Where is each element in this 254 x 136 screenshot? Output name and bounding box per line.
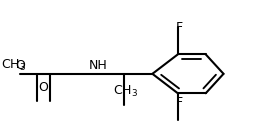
Text: O: O	[15, 59, 25, 72]
Text: F: F	[176, 21, 183, 34]
Text: O: O	[38, 81, 48, 94]
Text: CH$_3$: CH$_3$	[1, 58, 26, 73]
Text: NH: NH	[88, 59, 107, 72]
Text: F: F	[176, 96, 183, 109]
Text: CH$_3$: CH$_3$	[113, 84, 138, 99]
